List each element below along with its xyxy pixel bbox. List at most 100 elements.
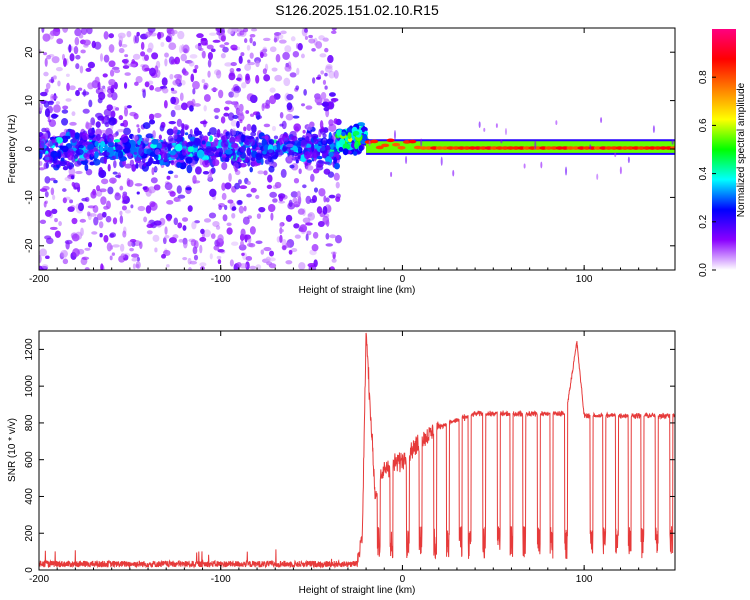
spectrogram-cell — [41, 28, 45, 33]
spectrogram-cell — [185, 157, 193, 164]
spectrogram-cell — [326, 138, 334, 145]
spectrogram-cell — [236, 158, 242, 163]
spectrogram-cell — [90, 117, 96, 126]
colorbar-tick-label: 0.8 — [698, 70, 709, 84]
spectrogram-cell — [122, 254, 129, 261]
spectrogram-cell — [45, 130, 51, 139]
spectrogram-cell — [39, 248, 47, 257]
spectrogram-cell — [112, 171, 118, 175]
spectrogram-cell — [200, 37, 207, 42]
spectrogram-cell — [203, 229, 211, 238]
spectrogram-cell — [354, 141, 359, 150]
spectrogram-cell — [110, 110, 116, 118]
spectrogram-cell — [249, 226, 256, 235]
spectrogram-cell — [174, 174, 179, 179]
spectrogram-cell — [249, 166, 253, 173]
carrier-peak — [392, 142, 401, 147]
spectrogram-cell — [103, 31, 109, 40]
spectrogram-cell — [231, 212, 236, 219]
spectrogram-cell — [244, 177, 249, 185]
spectrogram-cell — [51, 113, 58, 119]
spectrogram-cell — [224, 157, 230, 161]
spectrogram-cell — [259, 51, 264, 58]
spectrogram-cell — [292, 115, 300, 119]
spectrogram-cell — [62, 165, 69, 171]
spectrogram-cell — [317, 220, 325, 228]
spectrogram-cell — [293, 177, 300, 184]
spectrogram-cell — [171, 29, 178, 35]
spectrogram-cell — [250, 131, 257, 137]
spectrogram-cell — [292, 50, 300, 58]
spectrogram-cell — [62, 250, 68, 258]
spectrogram-cell — [243, 28, 249, 33]
spectrogram-cell — [94, 140, 99, 147]
spectrogram-cell — [246, 136, 254, 140]
spectrogram-cell — [69, 121, 77, 126]
spectrogram-cell — [112, 244, 120, 248]
snr-frame — [38, 330, 676, 571]
spectrogram-cell — [151, 138, 159, 145]
spectrogram-cell — [171, 90, 178, 94]
spectrogram-cell — [246, 193, 252, 198]
spectrogram-cell — [94, 76, 100, 84]
spectrogram-cell — [202, 159, 211, 168]
spectrogram-cell — [265, 256, 271, 262]
spectrogram-cell — [305, 195, 312, 205]
spectrogram-cell — [276, 142, 281, 151]
spectrogram-cell — [117, 172, 121, 179]
carrier-peak — [397, 145, 406, 150]
spectrogram-cell — [108, 78, 116, 86]
spectrogram-cell — [142, 89, 146, 99]
spectrogram-cell — [121, 193, 128, 201]
spectrogram-cell — [149, 85, 155, 91]
spectrogram-cell — [495, 123, 498, 128]
spectrogram-cell — [134, 81, 139, 86]
spectrogram-cell — [121, 58, 129, 64]
spectrogram-cell — [230, 44, 238, 50]
spectrogram-cell — [140, 41, 145, 50]
spectrogram-cell — [96, 133, 101, 142]
spectrogram-cell — [352, 151, 358, 156]
spectrogram-cell — [57, 80, 61, 87]
spectrogram-cell — [47, 118, 52, 123]
spectrogram-cell — [40, 91, 48, 97]
spectrogram-cell — [44, 209, 52, 217]
spectrogram-cell — [67, 152, 74, 161]
spectrogram-cell — [225, 100, 233, 105]
spectrogram-cell — [164, 144, 168, 151]
spectrogram-cell — [342, 143, 351, 150]
spectrogram-cell — [118, 47, 125, 54]
y-tick-label: 1000 — [24, 375, 35, 398]
spectrogram-cell — [47, 100, 54, 106]
spectrogram-cell — [39, 254, 42, 264]
spectrogram-cell — [69, 53, 75, 62]
spectrogram-cell — [322, 205, 328, 215]
spectrogram-cell — [234, 182, 240, 190]
spectrogram-cell — [82, 39, 91, 46]
spectrogram-cell — [217, 234, 224, 243]
spectrogram-cell — [184, 60, 193, 64]
spectrogram-cell — [250, 187, 257, 193]
spectrogram-cell — [224, 182, 232, 190]
spectrogram-cell — [175, 78, 182, 85]
spectrogram-cell — [71, 137, 77, 144]
spectrogram-cell — [108, 33, 114, 39]
spectrogram-cell — [68, 44, 72, 53]
spectrogram-cell — [281, 133, 290, 143]
spectrogram-cell — [109, 232, 117, 238]
spectrogram-cell — [205, 146, 213, 153]
spectrogram-y-label: Frequency (Hz) — [7, 115, 18, 184]
carrier-peak — [375, 145, 384, 150]
spectrogram-cell — [250, 138, 256, 146]
spectrogram-cell — [201, 50, 206, 59]
spectrogram-cell — [111, 66, 120, 71]
spectrogram-cell — [240, 134, 246, 143]
spectrogram-cell — [339, 138, 346, 146]
spectrogram-cell — [102, 73, 108, 78]
spectrogram-cell — [224, 149, 233, 155]
spectrogram-cell — [113, 160, 117, 169]
spectrogram-cell — [192, 88, 196, 95]
spectrogram-cell — [298, 262, 306, 270]
spectrogram-cell — [452, 169, 455, 177]
spectrogram-cell — [62, 105, 69, 110]
